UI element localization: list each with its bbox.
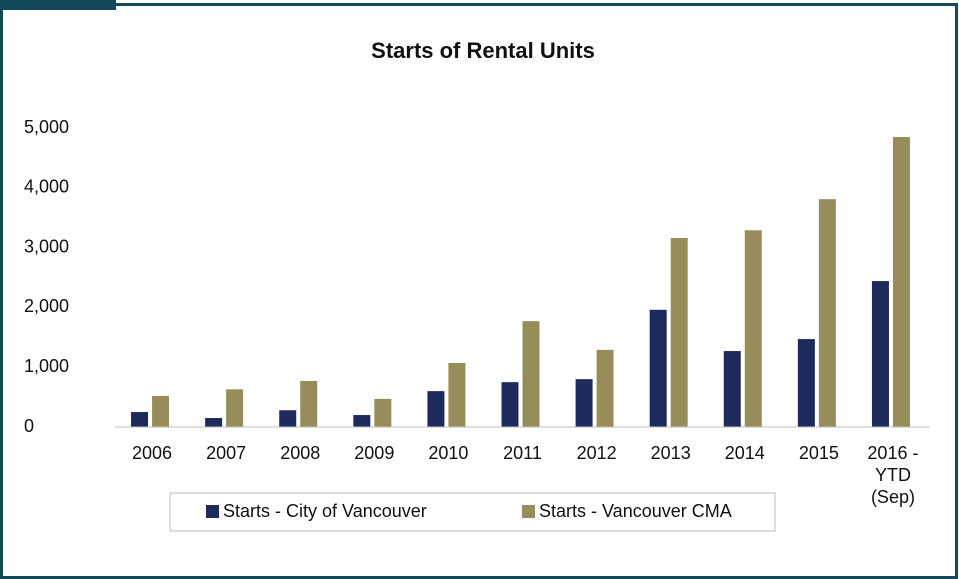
x-tick-label: 2009 <box>354 443 394 463</box>
frame-tab <box>0 0 116 10</box>
bar <box>374 398 392 427</box>
x-tick-label: 2011 <box>503 443 542 463</box>
y-tick-label: 1,000 <box>24 356 69 376</box>
chart-title: Starts of Rental Units <box>371 38 595 63</box>
y-tick-label: 4,000 <box>24 177 69 197</box>
frame <box>0 3 958 579</box>
x-tick-label: 2012 <box>577 443 617 463</box>
x-tick-label: 2007 <box>206 443 246 463</box>
bar <box>892 136 910 427</box>
legend-box <box>169 492 776 532</box>
bar <box>501 382 519 427</box>
bar <box>575 379 593 427</box>
bar <box>871 281 889 427</box>
y-tick-label: 0 <box>24 416 34 436</box>
legend-swatch <box>206 505 219 518</box>
bar <box>522 321 540 427</box>
bar <box>744 230 762 427</box>
y-tick-label: 3,000 <box>24 236 69 256</box>
x-tick-label: 2010 <box>428 443 468 463</box>
x-tick-label: 2014 <box>725 443 765 463</box>
bar <box>670 238 688 427</box>
bar <box>205 418 223 427</box>
bar <box>300 380 318 427</box>
bar <box>797 339 815 427</box>
bar <box>226 389 244 427</box>
x-tick-label: 2006 <box>132 443 172 463</box>
bar <box>818 199 836 427</box>
x-tick-label: 2015 <box>799 443 839 463</box>
bar <box>353 415 371 427</box>
bar <box>131 412 149 427</box>
y-tick-label: 5,000 <box>24 117 69 137</box>
x-tick-label: 2008 <box>280 443 320 463</box>
bar <box>649 309 667 427</box>
y-tick-label: 2,000 <box>24 296 69 316</box>
x-tick-label: 2016 -YTD (Sep) <box>867 443 918 507</box>
bar <box>448 363 466 427</box>
bar <box>596 349 614 427</box>
legend-swatch <box>522 505 535 518</box>
x-tick-label: 2013 <box>651 443 691 463</box>
legend-label: Starts - Vancouver CMA <box>539 501 732 521</box>
bar <box>427 391 445 427</box>
legend-label: Starts - City of Vancouver <box>223 501 427 521</box>
bar <box>279 410 297 427</box>
bar <box>152 395 170 427</box>
bar <box>723 351 741 427</box>
